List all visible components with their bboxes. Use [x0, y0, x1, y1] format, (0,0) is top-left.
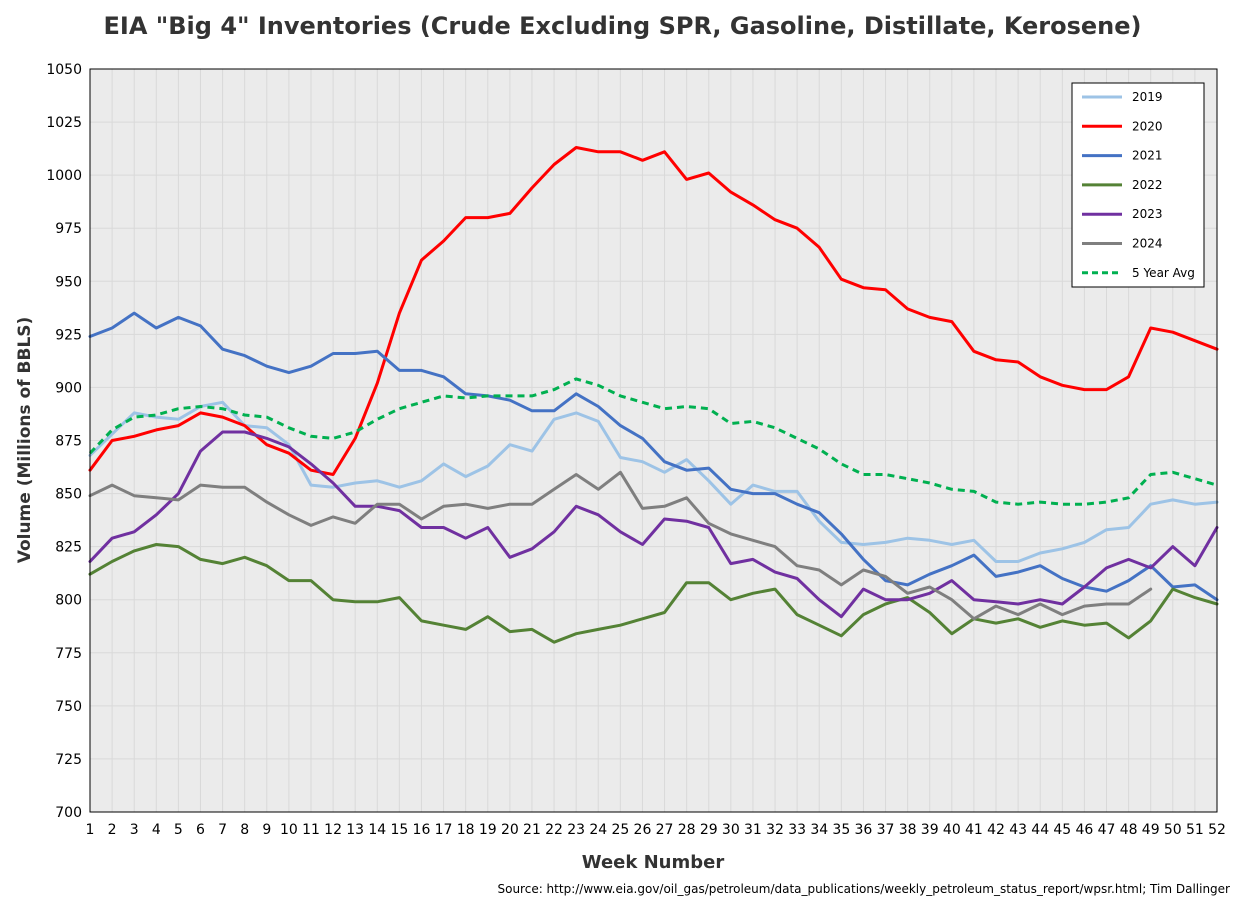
y-tick-label: 925 — [55, 327, 82, 343]
x-tick-labels: 1 2 3 4 5 6 7 8 9 10 11 12 13 14 15 16 17 18 19 20 21 22 23 24 2… — [86, 822, 1226, 838]
y-tick-labels: 700 725 750 775 800 825 850 875 900 925 950 975 1000… — [46, 62, 82, 821]
legend: 2019 2020 2021 2022 2023 2024 5 Year Avg — [1071, 82, 1205, 288]
x-tick-label: 8 — [240, 822, 249, 838]
x-tick-label: 37 — [877, 822, 895, 838]
x-tick-label: 32 — [766, 822, 784, 838]
x-tick-label: 7 — [218, 822, 227, 838]
x-tick-label: 48 — [1120, 822, 1138, 838]
legend-label: 2020 — [1132, 119, 1163, 133]
x-tick-label: 23 — [567, 822, 585, 838]
y-tick-label: 900 — [55, 380, 82, 396]
y-tick-label: 825 — [55, 540, 82, 556]
y-tick-label: 750 — [55, 699, 82, 715]
grid-lines — [89, 68, 1218, 813]
x-tick-label: 9 — [262, 822, 271, 838]
x-tick-label: 26 — [634, 822, 652, 838]
x-tick-label: 13 — [346, 822, 364, 838]
x-tick-label: 24 — [589, 822, 607, 838]
series-line-2022 — [88, 543, 1219, 644]
x-tick-label: 27 — [656, 822, 674, 838]
x-tick-label: 51 — [1186, 822, 1204, 838]
x-tick-label: 30 — [722, 822, 740, 838]
x-tick-label: 31 — [744, 822, 762, 838]
legend-label: 2023 — [1132, 207, 1163, 221]
y-tick-label: 975 — [55, 221, 82, 237]
x-tick-label: 15 — [390, 822, 408, 838]
x-tick-label: 6 — [196, 822, 205, 838]
x-tick-label: 35 — [832, 822, 850, 838]
x-tick-label: 42 — [987, 822, 1005, 838]
y-tick-label: 775 — [55, 646, 82, 662]
y-tick-label: 1025 — [46, 115, 82, 131]
x-tick-label: 49 — [1142, 822, 1160, 838]
y-tick-label: 800 — [55, 593, 82, 609]
y-tick-label: 875 — [55, 434, 82, 450]
x-tick-label: 46 — [1075, 822, 1093, 838]
x-tick-label: 38 — [899, 822, 917, 838]
y-tick-label: 950 — [55, 274, 82, 290]
series-lines — [88, 146, 1219, 644]
x-axis-label: Week Number — [582, 852, 725, 873]
x-tick-label: 21 — [523, 822, 541, 838]
x-tick-label: 1 — [86, 822, 95, 838]
source-note: Source: http://www.eia.gov/oil_gas/petro… — [497, 882, 1230, 896]
x-tick-label: 33 — [788, 822, 806, 838]
x-tick-label: 43 — [1009, 822, 1027, 838]
series-line-2021 — [88, 311, 1219, 602]
legend-label: 2019 — [1132, 90, 1163, 104]
x-tick-label: 34 — [810, 822, 828, 838]
x-tick-label: 28 — [678, 822, 696, 838]
series-line-5-year-avg — [88, 377, 1218, 506]
chart-title: EIA "Big 4" Inventories (Crude Excluding… — [103, 12, 1142, 40]
x-tick-label: 52 — [1208, 822, 1226, 838]
x-tick-label: 17 — [435, 822, 453, 838]
x-tick-label: 22 — [545, 822, 563, 838]
legend-label: 5 Year Avg — [1132, 266, 1195, 280]
y-axis-label: Volume (Millions of BBLS) — [15, 317, 35, 564]
x-tick-label: 18 — [457, 822, 475, 838]
plot-border — [89, 68, 1218, 813]
x-tick-label: 36 — [855, 822, 873, 838]
x-tick-label: 41 — [965, 822, 983, 838]
x-tick-label: 12 — [324, 822, 342, 838]
y-tick-label: 1050 — [46, 62, 82, 78]
x-tick-label: 16 — [413, 822, 431, 838]
y-tick-label: 700 — [55, 805, 82, 821]
x-tick-label: 19 — [479, 822, 497, 838]
legend-label: 2022 — [1132, 178, 1163, 192]
x-tick-label: 29 — [700, 822, 718, 838]
x-tick-label: 10 — [280, 822, 298, 838]
series-line-2023 — [88, 430, 1219, 619]
x-tick-label: 2 — [108, 822, 117, 838]
x-tick-label: 4 — [152, 822, 161, 838]
x-tick-label: 47 — [1098, 822, 1116, 838]
series-line-2020 — [88, 146, 1219, 476]
x-tick-label: 40 — [943, 822, 961, 838]
x-tick-label: 11 — [302, 822, 320, 838]
x-tick-label: 5 — [174, 822, 183, 838]
y-tick-label: 725 — [55, 752, 82, 768]
y-tick-label: 850 — [55, 487, 82, 503]
y-tick-label: 1000 — [46, 168, 82, 184]
legend-label: 2021 — [1132, 149, 1163, 163]
x-tick-label: 3 — [130, 822, 139, 838]
x-tick-label: 44 — [1031, 822, 1049, 838]
x-tick-label: 25 — [611, 822, 629, 838]
legend-label: 2024 — [1132, 237, 1163, 251]
series-line-2019 — [88, 400, 1219, 563]
x-tick-label: 39 — [921, 822, 939, 838]
x-tick-label: 45 — [1053, 822, 1071, 838]
x-tick-label: 20 — [501, 822, 519, 838]
series-line-2024 — [88, 470, 1153, 621]
x-tick-label: 14 — [368, 822, 386, 838]
x-tick-label: 50 — [1164, 822, 1182, 838]
